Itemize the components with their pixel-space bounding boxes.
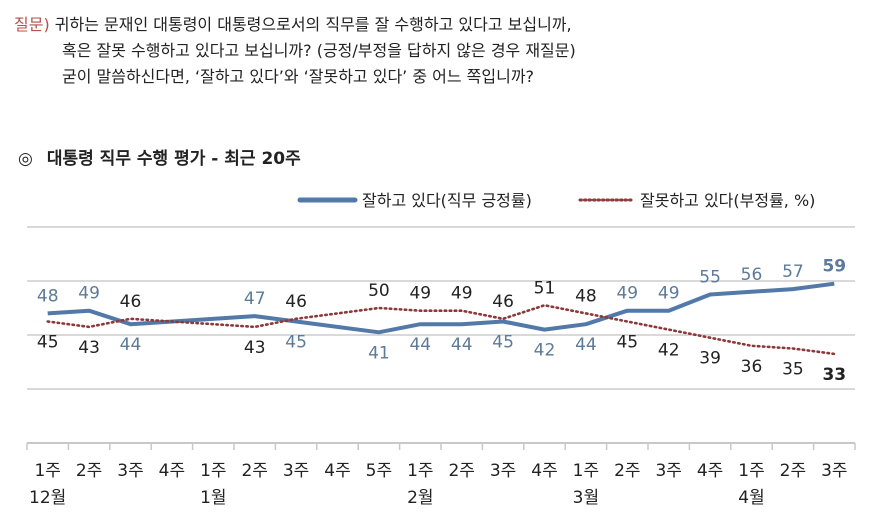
data-label-positive: 44 (120, 335, 142, 355)
data-label-positive: 57 (782, 262, 804, 282)
data-label-negative: 43 (78, 338, 100, 358)
data-label-negative: 35 (782, 360, 804, 380)
question-line-3: 굳이 말씀하신다면, ‘잘하고 있다’와 ‘잘못하고 있다’ 중 어느 쪽입니까… (62, 67, 535, 86)
data-label-positive: 44 (575, 335, 597, 355)
x-tick-label: 3주 (821, 461, 847, 481)
data-label-negative: 46 (285, 292, 307, 312)
data-label-positive: 59 (822, 257, 846, 277)
data-label-positive: 44 (451, 335, 473, 355)
data-label-positive: 45 (492, 333, 514, 353)
data-label-positive: 44 (409, 335, 431, 355)
legend-label-positive: 잘하고 있다(직무 긍정률) (362, 191, 532, 210)
month-label: 1월 (200, 488, 226, 508)
x-tick-label: 2주 (448, 461, 474, 481)
x-tick-label: 1주 (200, 461, 226, 481)
legend-label-negative: 잘못하고 있다(부정률, %) (640, 191, 815, 210)
x-tick-label: 5주 (366, 461, 392, 481)
x-tick-label: 1주 (407, 461, 433, 481)
survey-question: 질문) 귀하는 문재인 대통령이 대통령으로서의 직무를 잘 수행하고 있다고 … (14, 12, 576, 90)
data-label-negative: 33 (822, 365, 846, 385)
title-mark: ◎ (18, 149, 33, 169)
chart-title: ◎ 대통령 직무 수행 평가 - 최근 20주 (18, 144, 301, 169)
data-label-positive: 55 (699, 268, 721, 288)
x-tick-label: 3주 (655, 461, 681, 481)
data-label-negative: 50 (368, 281, 390, 301)
data-label-positive: 49 (78, 284, 100, 304)
positive-series-line (47, 281, 835, 335)
x-tick-label: 2주 (241, 461, 267, 481)
data-label-negative: 49 (451, 284, 473, 304)
data-label-negative: 51 (534, 278, 556, 298)
month-label: 12월 (29, 488, 66, 508)
month-label: 3월 (573, 488, 599, 508)
data-label-negative: 43 (244, 338, 266, 358)
x-tick-label: 4주 (531, 461, 557, 481)
data-label-negative: 39 (699, 349, 721, 369)
data-label-positive: 48 (37, 286, 59, 306)
data-label-positive: 49 (616, 284, 638, 304)
x-tick-label: 4주 (324, 461, 350, 481)
negative-series-line (46, 303, 836, 356)
x-tick-label: 4주 (697, 461, 723, 481)
data-label-positive: 56 (741, 265, 763, 285)
data-label-negative: 45 (616, 333, 638, 353)
x-tick-label: 3주 (283, 461, 309, 481)
data-label-negative: 48 (575, 286, 597, 306)
data-label-positive: 49 (658, 284, 680, 304)
x-tick-label: 1주 (738, 461, 764, 481)
data-label-negative: 46 (120, 292, 142, 312)
data-label-negative: 46 (492, 292, 514, 312)
x-tick-label: 1주 (34, 461, 60, 481)
x-tick-label: 3주 (490, 461, 516, 481)
data-label-positive: 42 (534, 341, 556, 361)
x-tick-label: 4주 (159, 461, 185, 481)
chart-title-text: 대통령 직무 수행 평가 - 최근 20주 (46, 149, 301, 169)
data-label-positive: 45 (285, 333, 307, 353)
question-line-2: 혹은 잘못 수행하고 있다고 보십니까? (긍정/부정을 답하지 않은 경우 재… (62, 41, 576, 60)
x-tick-label: 2주 (76, 461, 102, 481)
data-label-positive: 41 (368, 343, 390, 363)
month-label: 4월 (738, 488, 764, 508)
data-label-negative: 49 (409, 284, 431, 304)
month-label: 2월 (407, 488, 433, 508)
data-label-negative: 42 (658, 341, 680, 361)
x-tick-label: 2주 (614, 461, 640, 481)
question-line-1: 귀하는 문재인 대통령이 대통령으로서의 직무를 잘 수행하고 있다고 보십니까… (54, 15, 572, 34)
x-tick-label: 1주 (573, 461, 599, 481)
x-tick-label: 3주 (117, 461, 143, 481)
x-tick-label: 2주 (780, 461, 806, 481)
data-label-negative: 45 (37, 333, 59, 353)
data-label-positive: 47 (244, 289, 266, 309)
data-label-negative: 36 (741, 357, 763, 377)
question-label: 질문) (14, 15, 50, 34)
